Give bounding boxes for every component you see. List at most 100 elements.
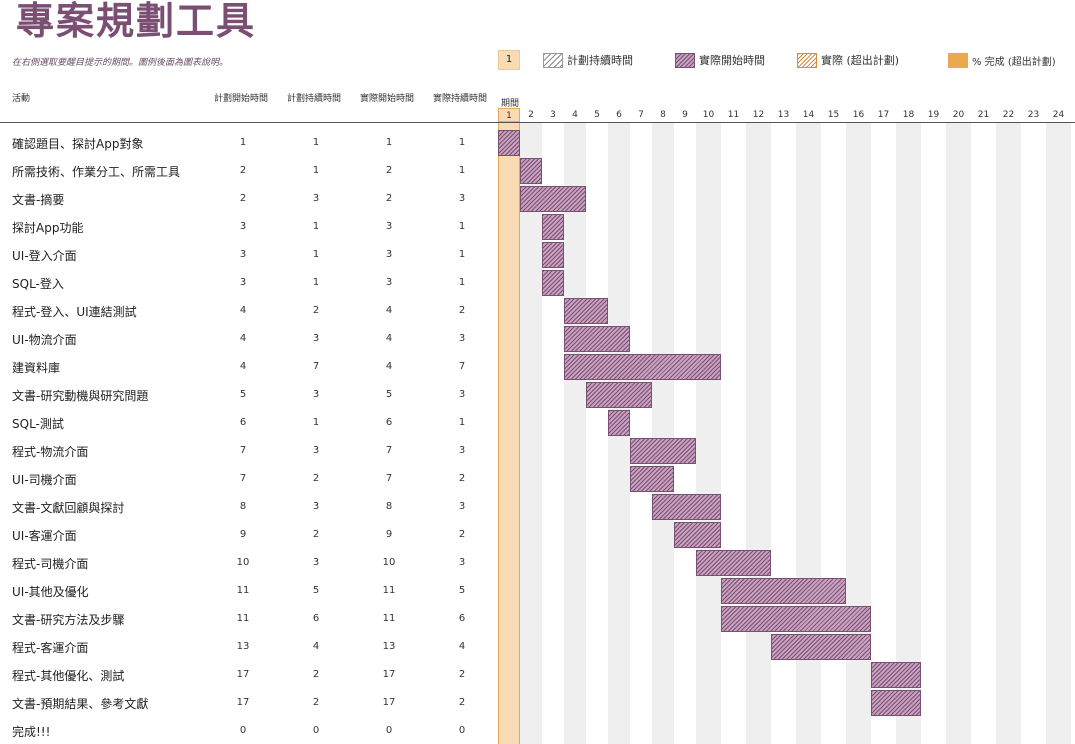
period-label: 8 <box>660 110 666 120</box>
header-actual-start: 實際開始時間 <box>360 94 415 104</box>
task-name: UI-司機介面 <box>12 473 77 487</box>
gantt-bar <box>542 270 564 296</box>
task-plan-duration: 1 <box>312 165 320 176</box>
task-name: 文書-研究動機與研究問題 <box>12 389 149 403</box>
gantt-bar <box>871 690 921 716</box>
period-label: 19 <box>927 110 940 120</box>
gantt-bar <box>586 382 652 408</box>
gantt-bar <box>542 242 564 268</box>
task-actual-start: 10 <box>382 557 396 568</box>
task-plan-start: 3 <box>239 249 247 260</box>
task-actual-duration: 0 <box>458 725 466 736</box>
task-actual-duration: 3 <box>458 333 466 344</box>
grid-stripe <box>696 123 721 744</box>
period-label: 3 <box>550 110 556 120</box>
header-plan-start: 計劃開始時間 <box>214 94 269 104</box>
grid-stripe <box>1046 123 1071 744</box>
gantt-bar <box>652 494 721 520</box>
grid-stripe <box>746 123 771 744</box>
grid-stripe <box>996 123 1021 744</box>
task-actual-duration: 1 <box>458 165 466 176</box>
task-plan-duration: 2 <box>312 669 320 680</box>
task-actual-start: 4 <box>385 305 393 316</box>
task-name: 程式-登入、UI連結測試 <box>12 305 137 319</box>
task-actual-duration: 3 <box>458 445 466 456</box>
period-label: 4 <box>572 110 578 120</box>
task-actual-start: 13 <box>382 641 396 652</box>
task-plan-duration: 4 <box>312 641 320 652</box>
page-title: 專案規劃工具 <box>16 0 257 43</box>
task-actual-duration: 2 <box>458 305 466 316</box>
task-actual-duration: 1 <box>458 417 466 428</box>
task-plan-duration: 0 <box>312 725 320 736</box>
task-actual-start: 2 <box>385 193 393 204</box>
task-plan-start: 2 <box>239 165 247 176</box>
task-plan-duration: 7 <box>312 361 320 372</box>
task-actual-start: 7 <box>385 445 393 456</box>
period-label: 7 <box>638 110 644 120</box>
period-label: 10 <box>702 110 715 120</box>
task-actual-start: 8 <box>385 501 393 512</box>
task-actual-duration: 2 <box>458 669 466 680</box>
task-actual-duration: 2 <box>458 697 466 708</box>
task-actual-start: 6 <box>385 417 393 428</box>
legend-actual-over: 實際 (超出計劃) <box>797 52 899 68</box>
task-actual-start: 7 <box>385 473 393 484</box>
task-actual-duration: 2 <box>458 473 466 484</box>
period-label: 6 <box>616 110 622 120</box>
task-plan-duration: 3 <box>312 333 320 344</box>
task-plan-duration: 1 <box>312 221 320 232</box>
highlight-period-input[interactable]: 1 <box>498 50 520 70</box>
task-name: 文書-摘要 <box>12 193 65 207</box>
task-plan-duration: 6 <box>312 613 320 624</box>
gantt-bar <box>696 550 771 576</box>
task-name: 所需技術、作業分工、所需工具 <box>12 165 181 179</box>
task-plan-start: 13 <box>236 641 250 652</box>
task-actual-duration: 2 <box>458 529 466 540</box>
gantt-bar <box>520 186 586 212</box>
task-plan-start: 8 <box>239 501 247 512</box>
header-period: 期間 <box>501 99 520 109</box>
task-name: 確認題目、探討App對象 <box>12 137 144 151</box>
task-name: 程式-其他優化、測試 <box>12 669 125 683</box>
task-name: 探討App功能 <box>12 221 84 235</box>
task-actual-start: 1 <box>385 137 393 148</box>
task-plan-start: 11 <box>236 613 250 624</box>
period-label: 9 <box>682 110 688 120</box>
task-plan-duration: 1 <box>312 249 320 260</box>
gantt-bar <box>721 606 871 632</box>
task-name: SQL-登入 <box>12 277 64 291</box>
period-label: 17 <box>877 110 890 120</box>
period-label: 23 <box>1027 110 1040 120</box>
task-actual-start: 11 <box>382 585 396 596</box>
task-actual-duration: 3 <box>458 193 466 204</box>
task-actual-duration: 1 <box>458 137 466 148</box>
header-actual-duration: 實際持續時間 <box>433 94 488 104</box>
task-actual-duration: 3 <box>458 557 466 568</box>
task-actual-start: 4 <box>385 333 393 344</box>
task-actual-duration: 7 <box>458 361 466 372</box>
task-actual-start: 17 <box>382 697 396 708</box>
period-label: 1 <box>498 108 520 122</box>
gantt-bar <box>630 466 674 492</box>
task-plan-duration: 2 <box>312 305 320 316</box>
header-activity: 活動 <box>12 94 31 104</box>
task-name: UI-客運介面 <box>12 529 77 543</box>
task-actual-duration: 3 <box>458 389 466 400</box>
gantt-bar <box>520 158 542 184</box>
period-label: 13 <box>777 110 790 120</box>
task-actual-start: 2 <box>385 165 393 176</box>
period-label: 21 <box>977 110 990 120</box>
period-label: 18 <box>902 110 915 120</box>
legend-percent-done: % 完成 (超出計劃) <box>948 52 1056 68</box>
actual-start-swatch-icon <box>675 52 695 68</box>
task-plan-start: 3 <box>239 221 247 232</box>
task-plan-duration: 3 <box>312 501 320 512</box>
task-plan-duration: 1 <box>312 137 320 148</box>
task-name: UI-登入介面 <box>12 249 77 263</box>
task-plan-duration: 2 <box>312 697 320 708</box>
task-plan-start: 17 <box>236 669 250 680</box>
gantt-bar <box>542 214 564 240</box>
task-actual-duration: 1 <box>458 277 466 288</box>
task-name: UI-其他及優化 <box>12 585 89 599</box>
